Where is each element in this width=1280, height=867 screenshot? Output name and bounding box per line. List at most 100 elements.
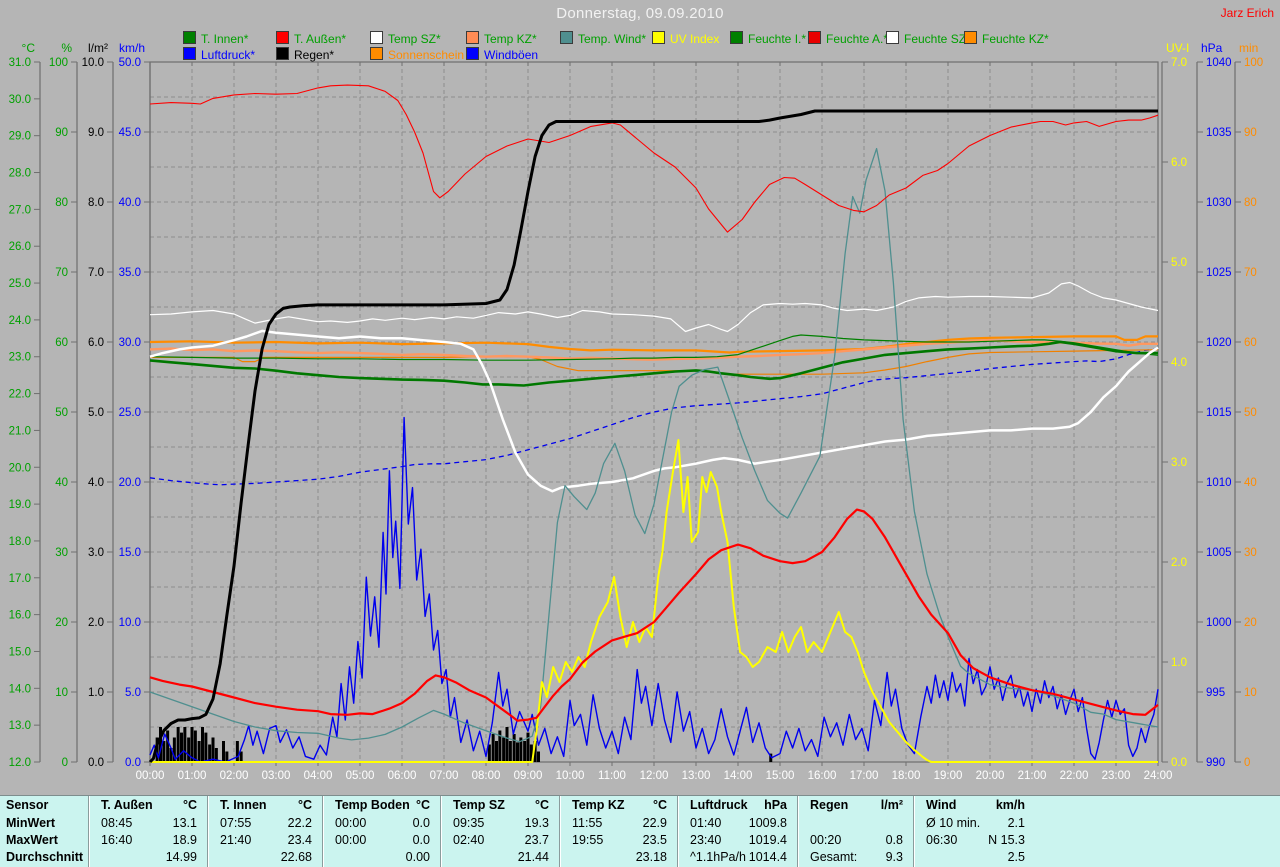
cell-time: Temp SZ bbox=[453, 798, 505, 812]
legend-item-regen: Regen* bbox=[276, 47, 334, 62]
svg-text:17.0: 17.0 bbox=[9, 573, 31, 585]
svg-text:min: min bbox=[1239, 41, 1258, 55]
svg-text:20: 20 bbox=[55, 617, 68, 629]
table-column-luftdruck: Luftdruck hPa 01:40 1009.8 23:40 1019.4 ^1.1hP… bbox=[677, 796, 797, 867]
svg-text:18.0: 18.0 bbox=[9, 536, 31, 548]
legend-label: Feuchte A.* bbox=[826, 32, 889, 46]
svg-text:31.0: 31.0 bbox=[9, 57, 31, 69]
cell-time: 06:30 bbox=[926, 833, 958, 847]
cell-time: Temp KZ bbox=[572, 798, 625, 812]
svg-text:100: 100 bbox=[49, 57, 68, 69]
svg-text:5.0: 5.0 bbox=[125, 687, 141, 699]
svg-text:40: 40 bbox=[55, 477, 68, 489]
svg-text:07:00: 07:00 bbox=[430, 770, 459, 782]
table-cell-row: 19:55 23.5 bbox=[560, 832, 677, 849]
svg-text:1015: 1015 bbox=[1206, 407, 1232, 419]
series-feuchte-kz bbox=[149, 335, 1158, 354]
svg-text:1030: 1030 bbox=[1206, 197, 1232, 209]
svg-text:1035: 1035 bbox=[1206, 127, 1232, 139]
cell-time: ^1.1hPa/h bbox=[690, 850, 746, 864]
svg-text:01:00: 01:00 bbox=[178, 770, 207, 782]
legend-label: Temp KZ* bbox=[484, 32, 537, 46]
svg-text:9.0: 9.0 bbox=[88, 127, 104, 139]
summary-table: Sensor MinWert MaxWert Durchschnitt T. Außen… bbox=[0, 795, 1280, 867]
legend-label: Feuchte SZ* bbox=[904, 32, 971, 46]
svg-text:0.0: 0.0 bbox=[1171, 757, 1187, 769]
svg-text:35.0: 35.0 bbox=[119, 267, 141, 279]
svg-text:10: 10 bbox=[1244, 687, 1257, 699]
legend-swatch-icon bbox=[886, 31, 899, 44]
svg-text:14.0: 14.0 bbox=[9, 683, 31, 695]
cell-value: 0.0 bbox=[412, 816, 430, 830]
legend-swatch-icon bbox=[560, 31, 573, 44]
row-label-durchschnitt: Durchschnitt bbox=[6, 850, 84, 864]
svg-text:5.0: 5.0 bbox=[1171, 257, 1187, 269]
legend-label: Luftdruck* bbox=[201, 48, 256, 62]
page-title: Donnerstag, 09.09.2010 bbox=[556, 5, 724, 22]
cell-time: 07:55 bbox=[220, 816, 252, 830]
svg-text:10.0: 10.0 bbox=[119, 617, 141, 629]
svg-text:1020: 1020 bbox=[1206, 337, 1232, 349]
svg-text:80: 80 bbox=[1244, 197, 1257, 209]
series-feuchte-a bbox=[149, 84, 1159, 233]
svg-text:80: 80 bbox=[55, 197, 68, 209]
table-cell-row: 00:20 0.8 bbox=[798, 832, 913, 849]
table-row-labels: Sensor MinWert MaxWert Durchschnitt bbox=[0, 796, 88, 867]
table-cell-row: 16:40 18.9 bbox=[89, 832, 207, 849]
svg-text:30.0: 30.0 bbox=[9, 94, 31, 106]
legend-item-temp-sz: Temp SZ* bbox=[370, 31, 441, 46]
svg-text:22.0: 22.0 bbox=[9, 389, 31, 401]
svg-text:40: 40 bbox=[1244, 477, 1257, 489]
table-cell-row: 07:55 22.2 bbox=[208, 815, 322, 832]
svg-text:05:00: 05:00 bbox=[346, 770, 375, 782]
weather-chart-plot: °C 31.0 30.0 29.0 28.0 27.0 26.0 25.0 24.0 23.0 22… bbox=[9, 41, 1264, 782]
cell-value: 22.9 bbox=[642, 816, 667, 830]
svg-text:26.0: 26.0 bbox=[9, 241, 31, 253]
svg-text:23.0: 23.0 bbox=[9, 352, 31, 364]
svg-text:1025: 1025 bbox=[1206, 267, 1232, 279]
svg-text:0.0: 0.0 bbox=[125, 757, 141, 769]
table-cell-row: 11:55 22.9 bbox=[560, 815, 677, 832]
svg-text:15.0: 15.0 bbox=[9, 646, 31, 658]
legend-label: Temp SZ* bbox=[388, 32, 441, 46]
legend-item-feuchte-i: Feuchte I.* bbox=[730, 31, 806, 46]
svg-text:60: 60 bbox=[55, 337, 68, 349]
svg-text:1000: 1000 bbox=[1206, 617, 1232, 629]
svg-text:1.0: 1.0 bbox=[88, 687, 104, 699]
svg-text:10.0: 10.0 bbox=[82, 57, 104, 69]
svg-text:12.0: 12.0 bbox=[9, 757, 31, 769]
legend-swatch-icon bbox=[466, 47, 479, 60]
cell-value: km/h bbox=[995, 798, 1025, 812]
legend-label: T. Außen* bbox=[294, 32, 347, 46]
cell-value: 22.2 bbox=[287, 816, 312, 830]
table-column-temp-boden: Temp Boden °C 00:00 0.0 00:00 0.0 0.00 bbox=[322, 796, 440, 867]
series-temp-sz bbox=[149, 329, 1159, 493]
svg-text:17:00: 17:00 bbox=[850, 770, 879, 782]
svg-text:04:00: 04:00 bbox=[304, 770, 333, 782]
cell-value: 23.7 bbox=[524, 833, 549, 847]
table-cell-row: 02:40 23.7 bbox=[441, 832, 559, 849]
svg-text:40.0: 40.0 bbox=[119, 197, 141, 209]
cell-time: 11:55 bbox=[572, 816, 603, 830]
table-cell-row: 0.00 bbox=[323, 849, 440, 866]
column-header: Temp SZ °C bbox=[441, 797, 559, 814]
svg-text:4.0: 4.0 bbox=[1171, 357, 1187, 369]
legend-item-windb-en: Windböen bbox=[466, 47, 538, 62]
cell-value: 23.18 bbox=[635, 850, 667, 864]
cell-value: 0.8 bbox=[885, 833, 903, 847]
svg-text:hPa: hPa bbox=[1201, 41, 1223, 55]
svg-text:3.0: 3.0 bbox=[1171, 457, 1187, 469]
svg-text:15:00: 15:00 bbox=[766, 770, 795, 782]
table-column-t-au-en: T. Außen °C 08:45 13.1 16:40 18.9 14.99 bbox=[88, 796, 207, 867]
axis-rain: l/m² 10.0 9.0 8.0 7.0 6.0 5.0 4.0 3.0 2.0 1.0 0.0 bbox=[82, 41, 114, 769]
axis-tempC: °C 31.0 30.0 29.0 28.0 27.0 26.0 25.0 24.0 23.0 22… bbox=[9, 41, 41, 769]
row-label-maxwert: MaxWert bbox=[6, 833, 58, 847]
legend-swatch-icon bbox=[276, 47, 289, 60]
svg-text:21:00: 21:00 bbox=[1018, 770, 1047, 782]
svg-text:70: 70 bbox=[1244, 267, 1257, 279]
cell-value: °C bbox=[652, 798, 667, 812]
cell-time: T. Innen bbox=[220, 798, 267, 812]
svg-text:30: 30 bbox=[1244, 547, 1257, 559]
cell-value: hPa bbox=[764, 798, 787, 812]
table-cell-row: 21:40 23.4 bbox=[208, 832, 322, 849]
